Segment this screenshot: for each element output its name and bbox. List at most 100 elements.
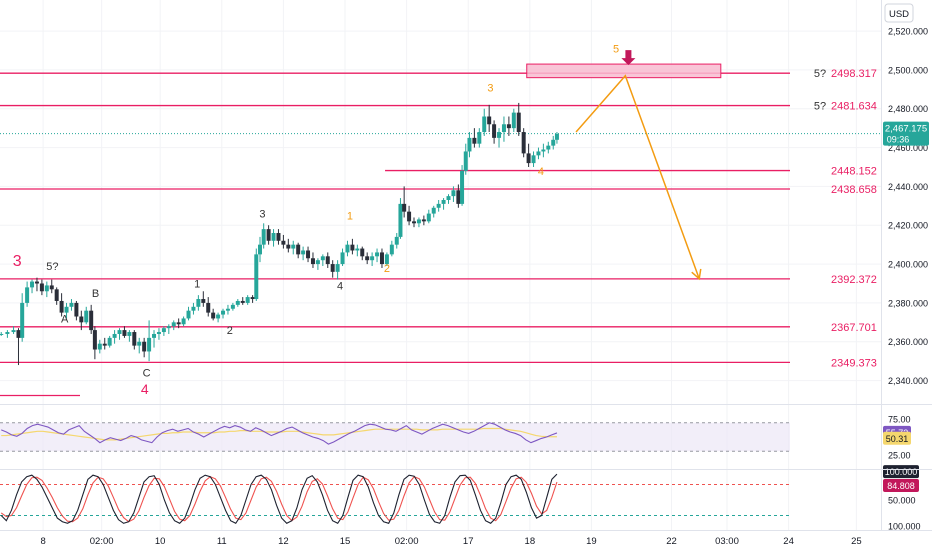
time-tick-label: 17 xyxy=(463,536,474,547)
candle xyxy=(117,328,122,340)
level-label: 2448.152 xyxy=(831,166,877,178)
candle xyxy=(235,299,240,307)
wave-label: 2 xyxy=(227,325,233,337)
candle xyxy=(266,225,271,245)
candle xyxy=(436,200,441,212)
candle xyxy=(20,293,25,342)
candle xyxy=(516,102,521,136)
candle xyxy=(276,229,281,245)
candle xyxy=(147,320,152,362)
projection-path[interactable] xyxy=(575,74,700,280)
candle xyxy=(521,128,526,158)
candle xyxy=(211,308,216,321)
time-tick-label: 10 xyxy=(155,536,166,547)
candle xyxy=(412,217,417,228)
stoch-d-line xyxy=(0,476,558,523)
candle xyxy=(402,186,407,218)
candle xyxy=(107,335,112,348)
candle xyxy=(30,279,35,294)
candle xyxy=(407,205,412,226)
time-tick-label: 25 xyxy=(851,536,862,547)
candle xyxy=(69,299,74,311)
candle xyxy=(181,316,186,327)
candle xyxy=(320,254,325,267)
candle xyxy=(281,234,286,249)
candle xyxy=(92,326,97,360)
candle xyxy=(330,260,335,278)
time-tick-label: 18 xyxy=(525,536,536,547)
candle xyxy=(137,337,142,354)
time-axis[interactable]: 8 02:00 10 11 12 15 02:00 17 18 19 22 03:00 24 25 xyxy=(40,536,861,547)
candle xyxy=(257,236,262,263)
candle xyxy=(370,252,375,267)
price-tick-label: 2,520.000 xyxy=(888,27,928,37)
candle xyxy=(487,104,492,133)
wave-label: A xyxy=(61,313,69,325)
wave-label: 3 xyxy=(13,253,22,270)
wave-label: 1 xyxy=(194,278,200,290)
candle xyxy=(271,229,276,247)
rsi-band xyxy=(0,422,790,452)
candle xyxy=(531,151,536,167)
stoch-tick-label: 50.000 xyxy=(888,496,916,506)
time-tick-label: 03:00 xyxy=(715,536,739,547)
candle xyxy=(171,320,176,331)
candle xyxy=(375,248,380,263)
candle xyxy=(325,252,330,268)
candle xyxy=(225,304,230,315)
wave-label: 4 xyxy=(337,280,343,292)
wave-label: B xyxy=(92,288,99,300)
level-label: 2498.317 xyxy=(831,68,877,80)
time-tick-label: 02:00 xyxy=(395,536,419,547)
price-axis[interactable]: 2,340.000 2,360.000 2,380.000 2,400.000 2,42… xyxy=(888,27,928,387)
candle xyxy=(166,324,171,334)
stoch-k-value: 100.000 xyxy=(885,467,918,477)
candle xyxy=(421,215,426,226)
wave-label: 5 xyxy=(613,43,619,55)
candle xyxy=(254,248,259,301)
level-prefix: 5? xyxy=(814,68,826,80)
candle xyxy=(261,223,266,249)
candle xyxy=(355,244,360,257)
candle xyxy=(389,240,394,257)
horizontal-levels[interactable]: 5? 2498.317 5? 2481.634 2448.152 2438.658 2392… xyxy=(0,68,877,397)
level-label: 2367.701 xyxy=(831,322,877,334)
candle xyxy=(84,306,89,325)
candle xyxy=(89,304,94,334)
candle xyxy=(132,330,137,350)
candle xyxy=(526,143,531,167)
candle xyxy=(398,198,403,239)
candle xyxy=(64,302,69,319)
target-zone[interactable] xyxy=(526,63,722,79)
candle xyxy=(5,330,10,338)
candle xyxy=(25,281,30,307)
candle xyxy=(384,252,389,267)
price-tick-label: 2,400.000 xyxy=(888,260,928,270)
candle xyxy=(59,293,64,317)
rsi-ma-value: 50.31 xyxy=(886,434,909,444)
candle xyxy=(446,194,451,204)
candle xyxy=(456,184,461,208)
time-tick-label: 19 xyxy=(586,536,597,547)
candle xyxy=(176,318,181,329)
candle xyxy=(34,277,39,292)
candle xyxy=(451,186,456,202)
candle xyxy=(463,143,468,175)
wave-label: 4 xyxy=(538,166,544,178)
currency-badge[interactable]: USD xyxy=(884,3,914,23)
price-tick-label: 2,480.000 xyxy=(888,104,928,114)
candle xyxy=(112,330,117,344)
candle xyxy=(186,306,191,321)
candles xyxy=(0,102,559,366)
stoch-d-tag xyxy=(883,478,919,492)
candle xyxy=(306,246,311,263)
wave-label: 3 xyxy=(487,82,493,94)
candle xyxy=(315,258,320,270)
level-label: 2481.634 xyxy=(831,101,877,113)
time-tick-label: 12 xyxy=(278,536,289,547)
candle xyxy=(16,328,21,366)
time-tick-label: 22 xyxy=(666,536,677,547)
wave-label: 1 xyxy=(347,210,353,222)
candle xyxy=(554,132,559,144)
